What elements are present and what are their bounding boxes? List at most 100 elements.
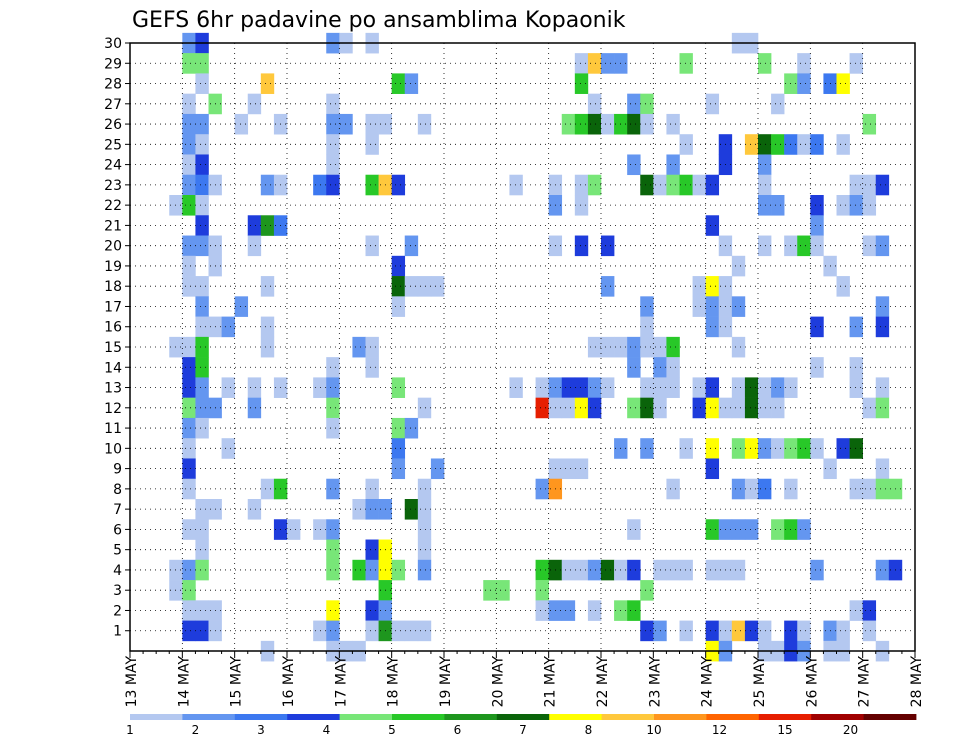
precip-cell [744, 134, 759, 155]
precip-cell [260, 215, 275, 236]
precip-cell [666, 377, 680, 398]
precip-cell [195, 296, 209, 317]
precip-cell [417, 499, 432, 520]
y-tick-label: 21 [104, 218, 122, 234]
precip-cell [705, 438, 720, 459]
precip-cell [875, 458, 890, 480]
precip-cell [679, 438, 693, 459]
precip-cell [234, 113, 249, 135]
precip-cell [849, 357, 863, 378]
colorbar-swatch [758, 714, 812, 720]
precip-cell [326, 113, 340, 135]
precip-cell [797, 438, 811, 459]
precip-cell [326, 620, 340, 642]
colorbar-swatch [234, 714, 288, 720]
precip-cell [287, 519, 301, 540]
precip-cell [640, 296, 654, 317]
precip-cell [195, 519, 209, 540]
precip-cell [195, 336, 209, 358]
precip-cell [247, 499, 262, 520]
precip-cell [862, 195, 877, 216]
precip-cell [561, 458, 576, 480]
colorbar-swatch [339, 714, 393, 720]
precip-cell [417, 519, 432, 540]
precip-cell [758, 397, 772, 419]
precip-cell [195, 134, 209, 155]
colorbar-label: 12 [712, 723, 727, 737]
x-tick-label: 17 MAY [333, 656, 349, 708]
precip-cell [666, 113, 680, 135]
x-tick-label: 19 MAY [438, 656, 454, 708]
precip-cell [640, 397, 654, 419]
precip-cell [365, 113, 379, 135]
precip-cell [601, 235, 615, 257]
precip-cell [666, 357, 680, 378]
colorbar-label: 1 [126, 723, 134, 737]
precip-cell [365, 357, 379, 378]
y-tick-label: 3 [113, 583, 122, 599]
precip-cell [195, 53, 209, 74]
precip-cell [182, 255, 196, 277]
precip-cell [587, 174, 602, 196]
precip-cell [836, 195, 850, 216]
precip-cell [836, 620, 850, 642]
precip-cell [247, 235, 262, 257]
precip-cell [705, 559, 720, 581]
precip-cell [627, 154, 641, 176]
precip-cell [326, 134, 340, 155]
precip-cell [849, 600, 863, 621]
precip-cell [744, 478, 759, 500]
precip-cell [195, 620, 209, 642]
precip-cell [260, 276, 275, 297]
colorbar-label: 3 [257, 723, 265, 737]
x-tick-label: 26 MAY [804, 656, 820, 708]
precip-cell [417, 478, 432, 500]
precip-cell [705, 620, 720, 642]
precip-cell [640, 620, 654, 642]
precip-cell [247, 377, 262, 398]
precip-cell [679, 559, 693, 581]
precip-cell [810, 235, 824, 257]
precip-cell [365, 559, 379, 581]
precip-cell [875, 174, 890, 196]
precip-cell [182, 580, 196, 601]
precip-cell [627, 600, 641, 621]
precip-cell [221, 438, 235, 459]
precip-cell [875, 377, 890, 398]
x-tick-label: 13 MAY [124, 656, 140, 708]
y-axis: 1234567891011121314151617181920212223242… [104, 36, 130, 640]
precip-cell [758, 154, 772, 176]
precip-cell [535, 478, 549, 500]
x-tick-label: 21 MAY [543, 656, 559, 708]
precip-cell [365, 600, 379, 621]
y-tick-label: 16 [104, 320, 122, 336]
precip-cell [601, 276, 615, 297]
precip-cell [352, 336, 366, 358]
precip-cell [404, 276, 419, 297]
precip-cell [326, 154, 340, 176]
x-tick-label: 15 MAY [229, 656, 245, 708]
precip-cell [574, 458, 589, 480]
precip-cell [875, 316, 890, 338]
precip-cell [679, 134, 693, 155]
precip-cell [744, 438, 759, 459]
y-tick-label: 5 [113, 543, 122, 559]
precip-cell [875, 296, 890, 317]
precip-cell [509, 377, 523, 398]
precip-cell [875, 235, 890, 257]
precip-cell [601, 559, 615, 581]
precip-cell [758, 174, 772, 196]
precip-cell [574, 73, 589, 94]
y-tick-label: 30 [104, 36, 122, 52]
colorbar-swatch [654, 714, 707, 720]
precip-cell [182, 154, 196, 176]
precip-cell [705, 276, 720, 297]
precip-cell [313, 620, 327, 642]
y-tick-label: 11 [104, 421, 122, 437]
precip-cell [587, 53, 602, 74]
precip-cell [561, 600, 576, 621]
precip-cell [313, 174, 327, 196]
precip-cell [731, 478, 746, 500]
precip-cell [574, 377, 589, 398]
colorbar-swatch [863, 714, 917, 720]
